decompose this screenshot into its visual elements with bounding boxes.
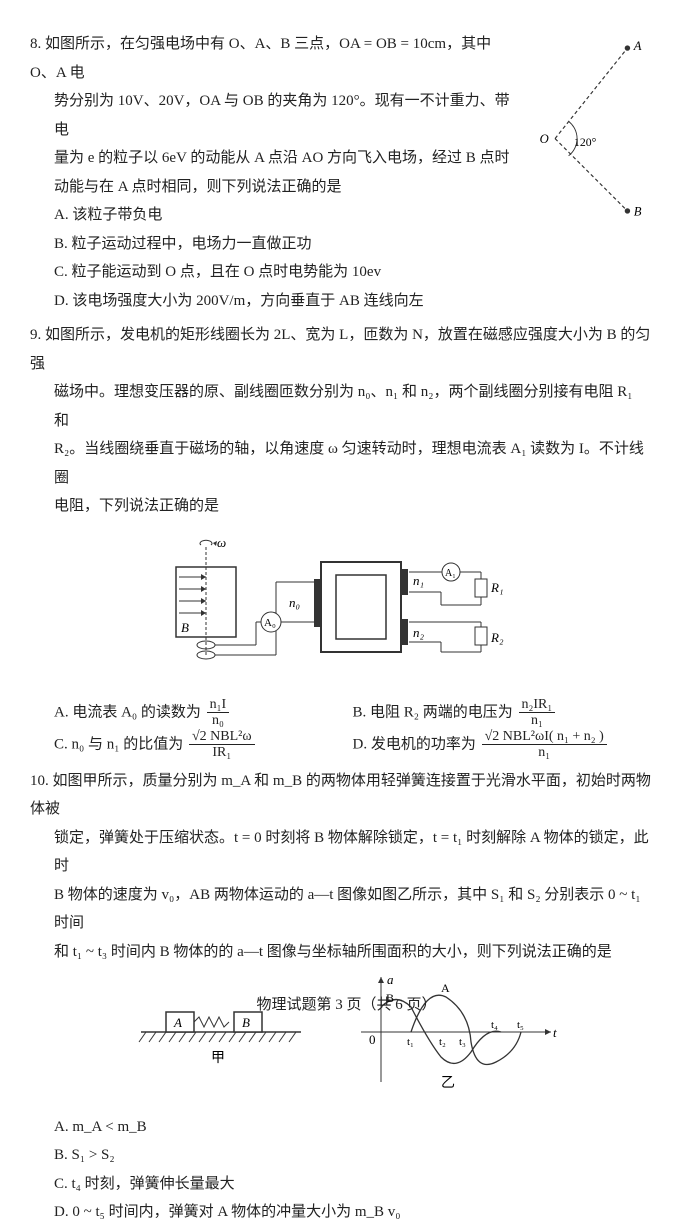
q10-line2: 锁定，弹簧处于压缩状态。t = 0 时刻将 B 物体解除锁定，t = t₁ 时刻… [30,824,651,881]
q9-line2: 磁场中。理想变压器的原、副线圈匝数分别为 n₀、n₁ 和 n₂，两个副线圈分别接… [30,378,651,435]
q9-num: 9. [30,327,41,343]
q10-fig-t5: t₅ [517,1019,524,1031]
q10-body: 10. 如图甲所示，质量分别为 m_A 和 m_B 的两物体用轻弹簧连接置于光滑… [30,767,651,967]
q9-opt-c: C. n₀ 与 n₁ 的比值为 √2 NBL²ωIR₁ [54,729,353,761]
q10-fig-jia: 甲 [211,1051,225,1066]
q9-a-num: n₁I [207,697,230,713]
q8-fig-o: O [540,132,549,146]
q9-b-num: n₂IR₁ [519,697,556,713]
q8-line1: 如图所示，在匀强电场中有 O、A、B 三点，OA = OB = 10cm，其中 … [30,36,491,81]
q9-fig-B: B [181,620,189,635]
q8-body: 8. 如图所示，在匀强电场中有 O、A、B 三点，OA = OB = 10cm，… [30,30,651,315]
q9-opt-a: A. 电流表 A₀ 的读数为 n₁In₀ [54,697,353,729]
q9-line1: 如图所示，发电机的矩形线圈长为 2L、宽为 L，匝数为 N，放置在磁感应强度大小… [30,327,650,372]
q9-c-pre: C. n₀ 与 n₁ 的比值为 [54,736,183,752]
q10-num: 10. [30,773,49,789]
q9-fig-n0: n₀ [289,595,300,610]
q8-opt-d: D. 该电场强度大小为 200V/m，方向垂直于 AB 连线向左 [54,287,511,316]
q10-fig-t2: t₂ [439,1036,446,1048]
q9-options: A. 电流表 A₀ 的读数为 n₁In₀ B. 电阻 R₂ 两端的电压为 n₂I… [30,697,651,761]
q8-num: 8. [30,36,41,52]
question-9: 9. 如图所示，发电机的矩形线圈长为 2L、宽为 L，匝数为 N，放置在磁感应强… [30,321,651,761]
q8-line2: 势分别为 10V、20V，OA 与 OB 的夹角为 120°。现有一不计重力、带… [30,87,511,144]
q9-d-num: √2 NBL²ωI( n₁ + n₂ ) [482,729,607,745]
q8-line4: 动能与在 A 点时相同，则下列说法正确的是 [30,173,511,202]
q9-figure: ω B A₀ n₀ [30,527,651,688]
q10-fig-yi: 乙 [441,1075,455,1091]
q9-fig-n1: n₁ [413,573,424,588]
q8-opt-c: C. 粒子能运动到 O 点，且在 O 点时电势能为 10ev [54,258,511,287]
q10-fig-t3: t₃ [459,1036,466,1048]
q8-figure: A B O 120° [526,30,661,220]
q10-fig-t1: t₁ [407,1036,414,1048]
q8-opt-a: A. 该粒子带负电 [54,201,511,230]
q10-line1: 如图甲所示，质量分别为 m_A 和 m_B 的两物体用轻弹簧连接置于光滑水平面，… [30,773,651,818]
page-footer: 物理试题第 3 页（共 6 页） [0,991,693,1020]
q9-a-pre: A. 电流表 A₀ 的读数为 [54,704,201,720]
q10-fig-t4: t₄ [491,1019,498,1031]
q8-fig-a: A [633,39,642,53]
q10-opt-b: B. S₁ > S₂ [54,1141,651,1170]
q9-c-den: IR₁ [189,745,255,760]
q10-opt-c: C. t₄ 时刻，弹簧伸长量最大 [54,1170,651,1199]
q8-line3: 量为 e 的粒子以 6eV 的动能从 A 点沿 AO 方向飞入电场，经过 B 点… [30,144,511,173]
q9-opt-b: B. 电阻 R₂ 两端的电压为 n₂IR₁n₁ [353,697,652,729]
q8-options: A. 该粒子带负电 B. 粒子运动过程中，电场力一直做正功 C. 粒子能运动到 … [30,201,511,315]
q10-opt-a: A. m_A < m_B [54,1113,651,1142]
q9-fig-R1: R₁ [490,580,503,595]
q9-fig-A0: A₀ [264,617,276,629]
q9-line4: 电阻，下列说法正确的是 [30,492,651,521]
question-8: 8. 如图所示，在匀强电场中有 O、A、B 三点，OA = OB = 10cm，… [30,30,651,315]
q9-fig-A1: A₁ [445,568,456,579]
q9-fig-R2: R₂ [490,630,504,645]
q10-line4: 和 t₁ ~ t₃ 时间内 B 物体的的 a—t 图像与坐标轴所围面积的大小，则… [30,938,651,967]
q10-fig-O: 0 [369,1032,376,1047]
q9-line3: R₂。当线圈绕垂直于磁场的轴，以角速度 ω 匀速转动时，理想电流表 A₁ 读数为… [30,435,651,492]
q8-fig-angle: 120° [574,136,597,149]
q9-d-pre: D. 发电机的功率为 [353,736,476,752]
page: 8. 如图所示，在匀强电场中有 O、A、B 三点，OA = OB = 10cm，… [0,0,693,1033]
q9-b-den: n₁ [519,713,556,728]
q10-options: A. m_A < m_B B. S₁ > S₂ C. t₄ 时刻，弹簧伸长量最大… [30,1113,651,1227]
q9-b-pre: B. 电阻 R₂ 两端的电压为 [353,704,513,720]
q10-fig-a: a [387,972,394,987]
q9-opt-d: D. 发电机的功率为 √2 NBL²ωI( n₁ + n₂ )n₁ [353,729,652,761]
q10-line3: B 物体的速度为 v₀，AB 两物体运动的 a—t 图像如图乙所示，其中 S₁ … [30,881,651,938]
q9-fig-omega: ω [217,535,226,550]
q8-fig-b: B [634,204,642,218]
q9-fig-n2: n₂ [413,625,425,640]
q9-c-num: √2 NBL²ω [189,729,255,745]
q9-d-den: n₁ [482,745,607,760]
q9-body: 9. 如图所示，发电机的矩形线圈长为 2L、宽为 L，匝数为 N，放置在磁感应强… [30,321,651,521]
q8-opt-b: B. 粒子运动过程中，电场力一直做正功 [54,230,511,259]
q9-a-den: n₀ [207,713,230,728]
q10-opt-d: D. 0 ~ t₅ 时间内，弹簧对 A 物体的冲量大小为 m_B v₀ [54,1198,651,1227]
